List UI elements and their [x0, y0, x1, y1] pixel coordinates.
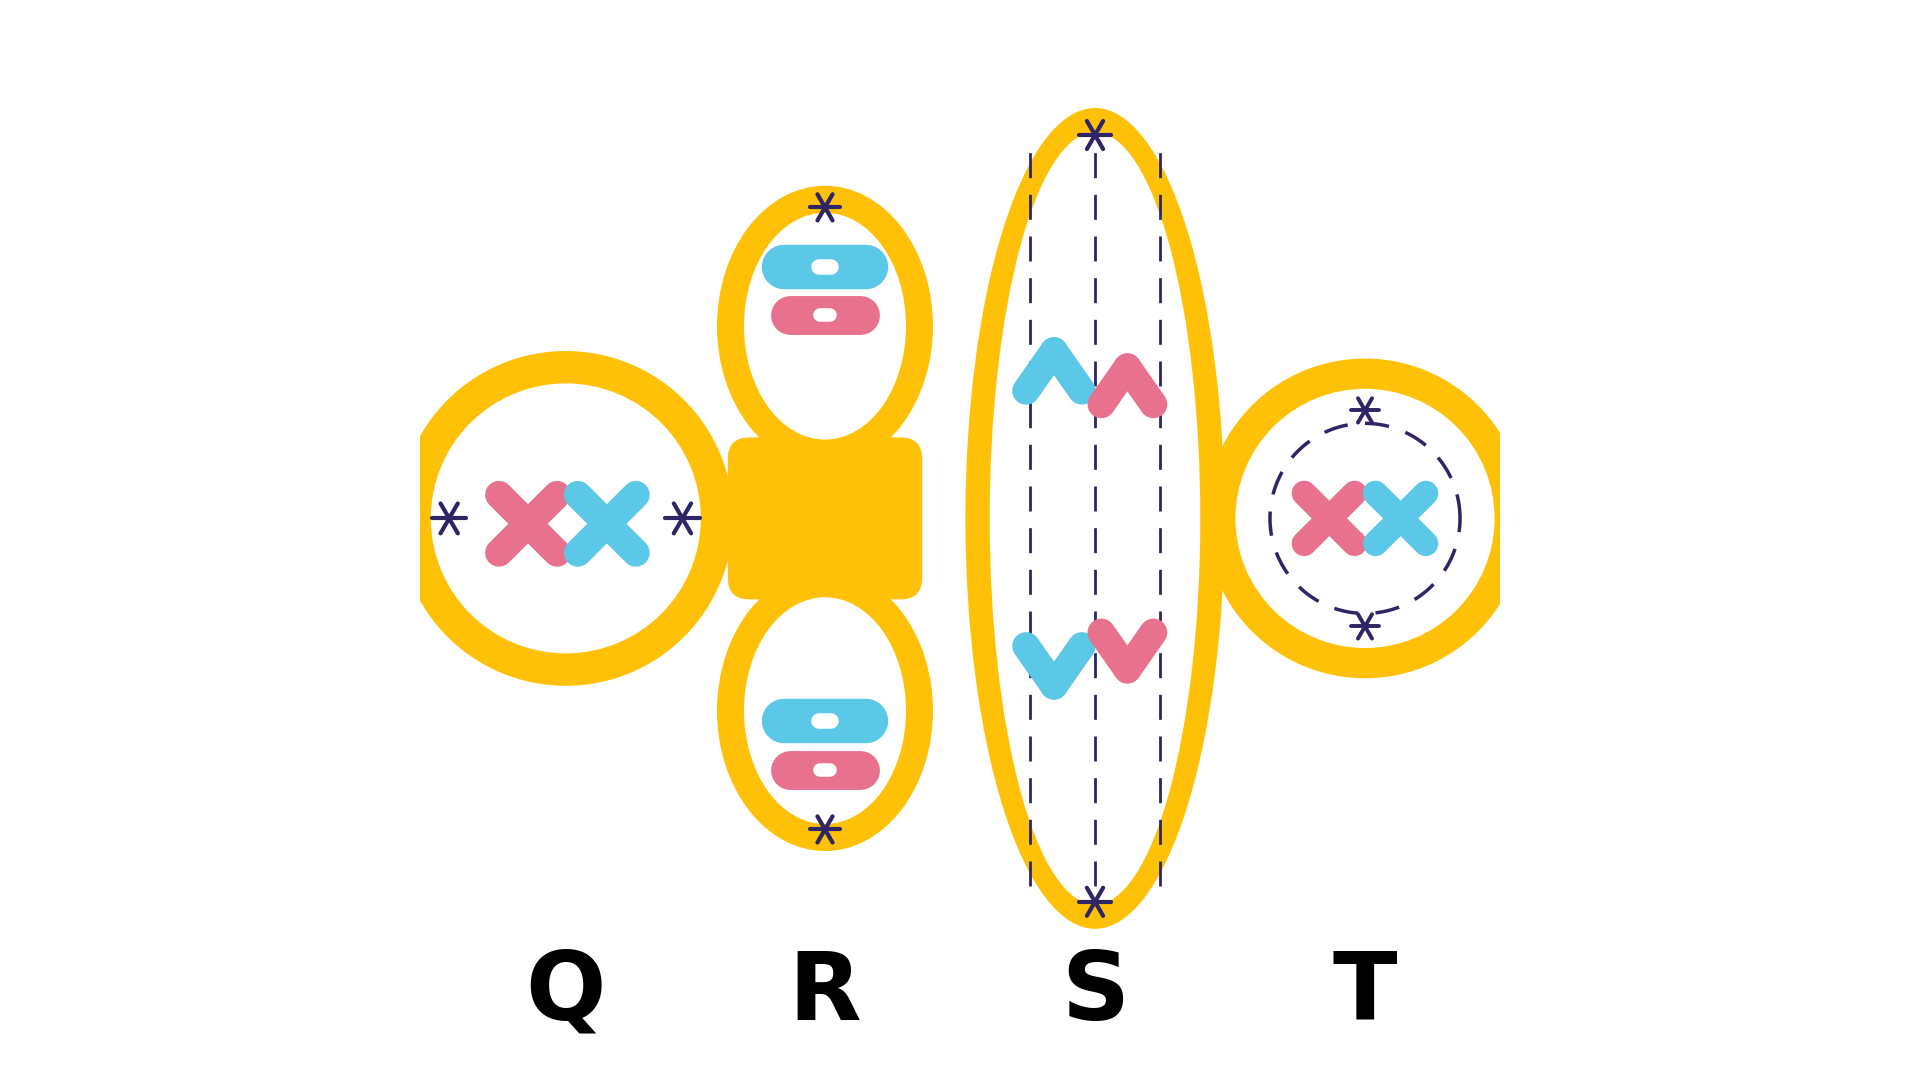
Ellipse shape	[966, 108, 1225, 929]
Text: R: R	[789, 947, 862, 1040]
Ellipse shape	[716, 570, 933, 851]
Circle shape	[1206, 359, 1524, 678]
FancyBboxPatch shape	[728, 437, 922, 599]
Ellipse shape	[745, 213, 906, 440]
Circle shape	[430, 383, 701, 653]
Text: Q: Q	[526, 947, 607, 1040]
Circle shape	[1235, 389, 1494, 648]
Circle shape	[399, 351, 733, 686]
Text: S: S	[1062, 947, 1129, 1040]
Ellipse shape	[989, 132, 1200, 904]
Ellipse shape	[745, 597, 906, 824]
Ellipse shape	[716, 186, 933, 467]
Text: T: T	[1332, 947, 1398, 1040]
